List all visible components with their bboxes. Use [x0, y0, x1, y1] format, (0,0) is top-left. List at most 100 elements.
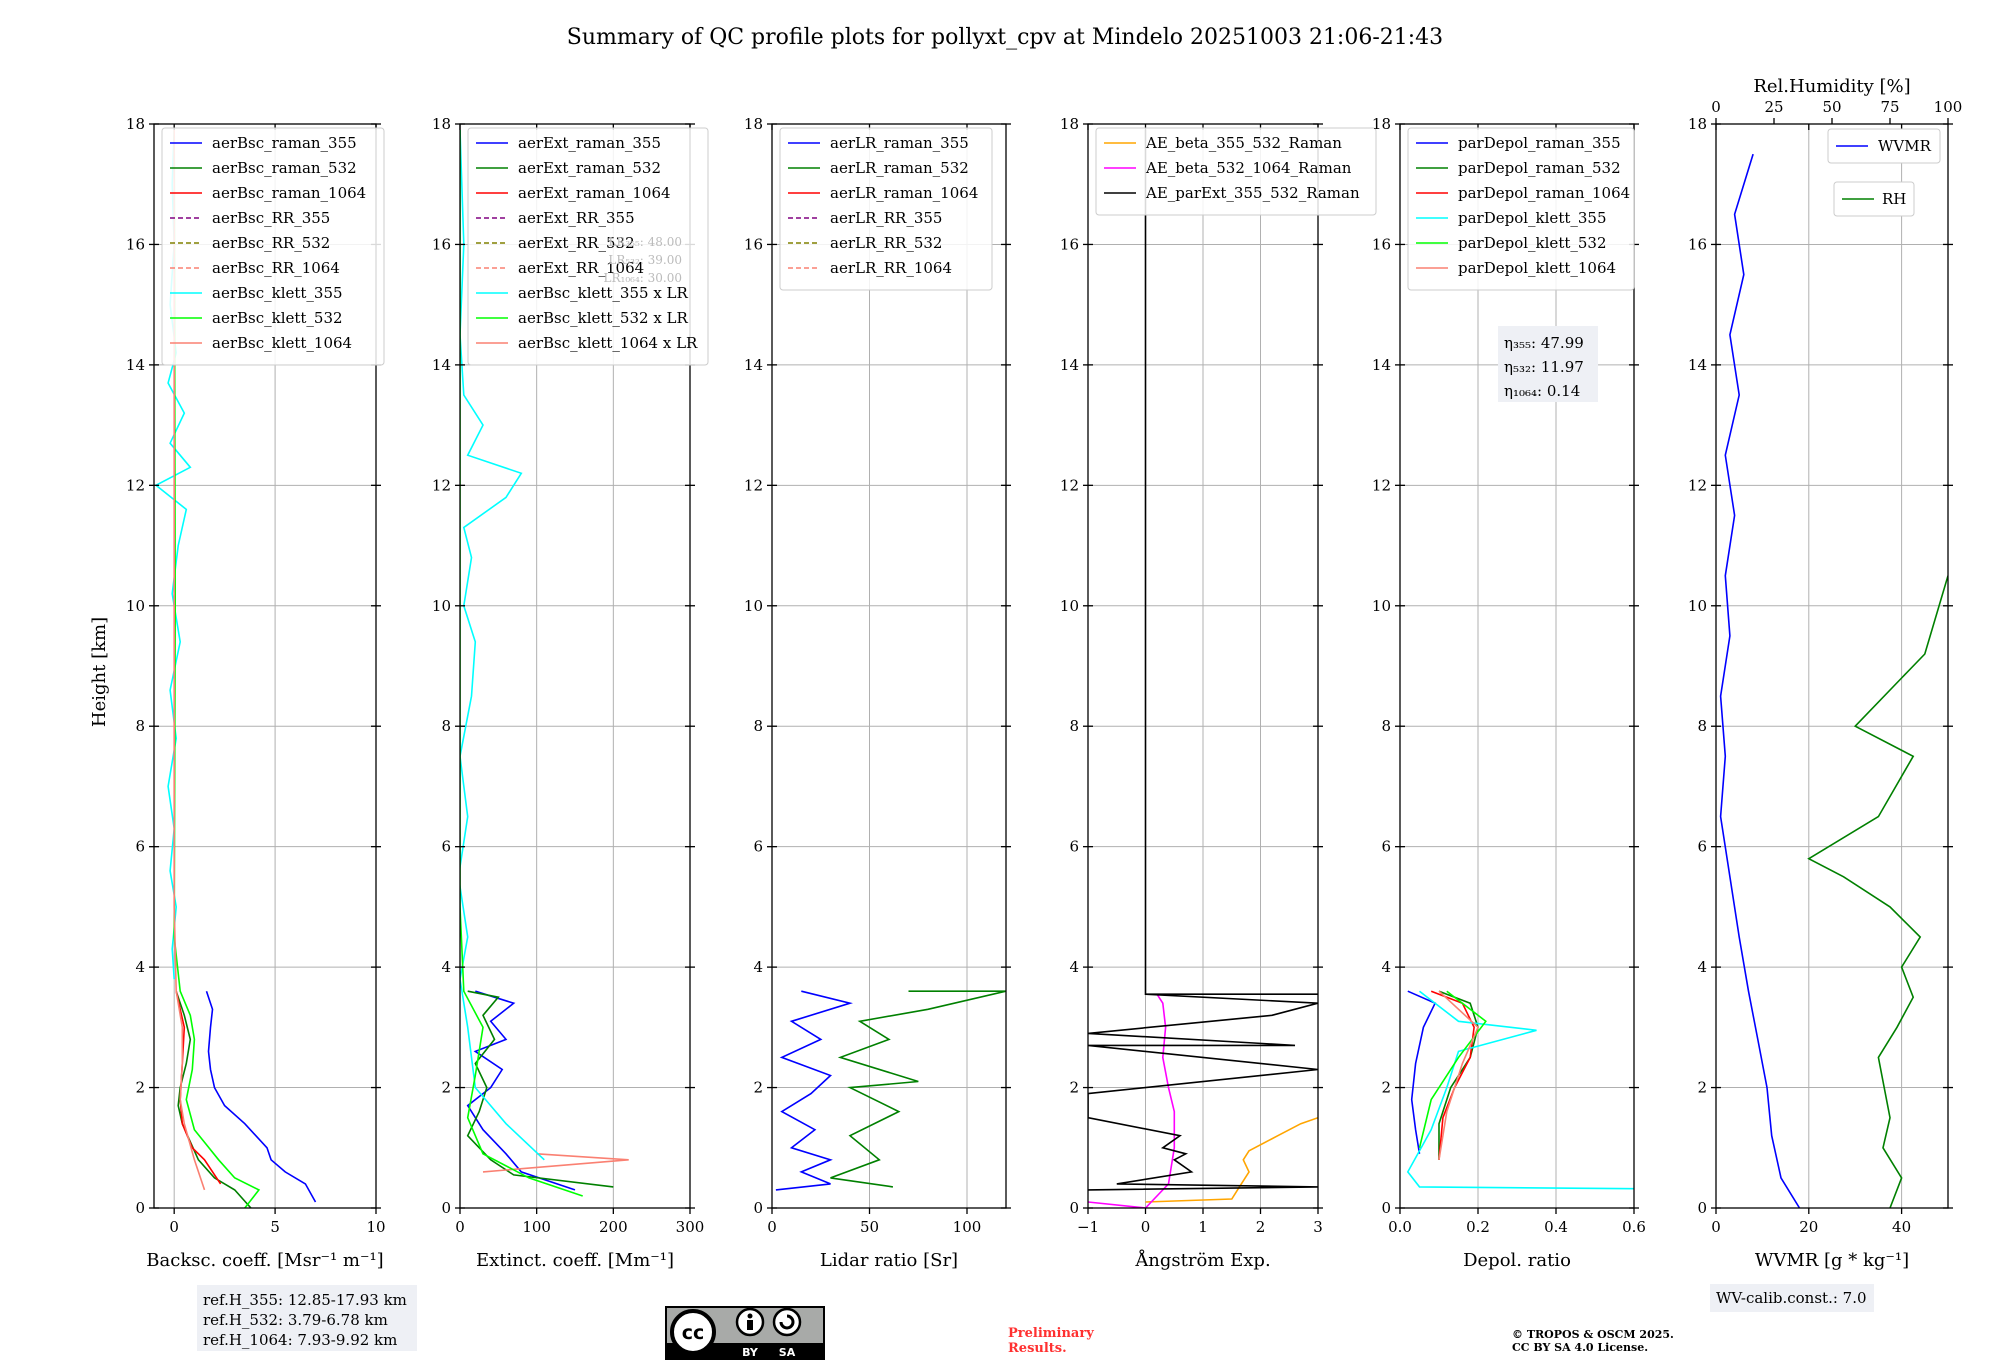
y-tick-label: 10 — [432, 597, 451, 615]
axes-frame-lr — [771, 123, 1007, 1209]
legend-entry: aerBsc_klett_532 — [212, 309, 343, 327]
y-tick-label: 14 — [126, 356, 145, 374]
x-tick-label: 0 — [455, 1218, 465, 1236]
y-tick-label: 6 — [753, 838, 763, 856]
x-tick-label: 100 — [953, 1218, 982, 1236]
x-tick-label: 0.0 — [1388, 1218, 1412, 1236]
y-tick-label: 10 — [1688, 597, 1707, 615]
y-tick-label: 8 — [753, 717, 763, 735]
y-tick-label: 12 — [432, 476, 451, 494]
y-tick-label: 0 — [1069, 1199, 1079, 1217]
y-tick-label: 16 — [1688, 235, 1707, 253]
y-tick-label: 18 — [744, 115, 763, 133]
x-tick-label: 100 — [522, 1218, 551, 1236]
top-tick-label: 0 — [1711, 98, 1721, 116]
y-tick-label: 12 — [744, 476, 763, 494]
y-tick-label: 6 — [1069, 838, 1079, 856]
legend-entry: parDepol_klett_355 — [1458, 209, 1607, 227]
series-line-AE_beta_532_1064_Raman — [1088, 993, 1176, 1208]
legend-entry-wvmr: WVMR — [1878, 137, 1932, 155]
top-axis-label: Rel.Humidity [%] — [1753, 76, 1910, 97]
x-tick-label: 0 — [1141, 1218, 1151, 1236]
y-tick-label: 8 — [441, 717, 451, 735]
y-tick-label: 8 — [1069, 717, 1079, 735]
legend-entry: aerExt_RR_1064 — [518, 259, 644, 277]
axes-frame-ext — [459, 123, 691, 1209]
footer: ref.H_355: 12.85-17.93 km ref.H_532: 3.7… — [197, 1284, 1874, 1360]
x-tick-label: 0.6 — [1622, 1218, 1646, 1236]
legend-entry-rh: RH — [1882, 190, 1906, 208]
legend-entry: AE_beta_355_532_Raman — [1145, 134, 1342, 152]
series-line-aerExt_raman_355 — [466, 990, 576, 1191]
x-tick-label: 10 — [366, 1218, 385, 1236]
y-tick-label: 14 — [1688, 356, 1707, 374]
y-tick-label: 6 — [441, 838, 451, 856]
series-line-WVMR — [1719, 153, 1801, 1208]
y-tick-label: 2 — [1697, 1079, 1707, 1097]
legend-entry: aerBsc_klett_355 x LR — [518, 284, 689, 302]
y-tick-label: 2 — [1381, 1079, 1391, 1097]
y-tick-label: 10 — [1060, 597, 1079, 615]
series-line-AE_parExt_355_532_Raman — [1088, 130, 1318, 1191]
legend-entry: aerExt_raman_355 — [518, 134, 661, 152]
y-tick-label: 0 — [135, 1199, 145, 1217]
y-tick-label: 10 — [744, 597, 763, 615]
y-tick-label: 4 — [1069, 958, 1079, 976]
cc-icon-text: cc — [682, 1322, 705, 1344]
y-tick-label: 2 — [753, 1079, 763, 1097]
by-icon-head — [747, 1313, 753, 1319]
legend-entry: parDepol_raman_532 — [1458, 159, 1621, 177]
legend-entry: aerExt_RR_532 — [518, 234, 635, 252]
y-tick-label: 8 — [1697, 717, 1707, 735]
series-line-AE_beta_355_532_Raman — [1145, 1116, 1318, 1203]
series-group-ext — [460, 129, 629, 1197]
legend-entry: aerBsc_klett_532 x LR — [518, 309, 689, 327]
panel-depol: 0 2 4 6 8 10 12 14 16 18 0.0 0.2 0.4 0.6 Depol. ratio p… — [1372, 115, 1646, 1271]
series-group-wv — [1719, 153, 1948, 1208]
y-tick-label: 12 — [126, 476, 145, 494]
x-tick-label: 50 — [860, 1218, 879, 1236]
lr-note: LR₁₀₆₄: 30.00 — [604, 271, 682, 285]
preliminary-line-2: Results. — [1008, 1341, 1067, 1356]
series-line-aerBsc_raman_355 — [205, 990, 317, 1203]
lr-note: LR₅₃₂: 39.00 — [608, 253, 682, 267]
legend-entry: parDepol_raman_355 — [1458, 134, 1621, 152]
legend-box-bsc — [161, 127, 385, 366]
legend-entry: aerLR_RR_532 — [830, 234, 942, 252]
y-tick-label: 10 — [1372, 597, 1391, 615]
y-tick-label: 18 — [1688, 115, 1707, 133]
x-tick-label: 1 — [1198, 1218, 1208, 1236]
x-tick-label: 200 — [599, 1218, 628, 1236]
axes-frame-bsc — [153, 123, 377, 1209]
y-tick-label: 18 — [1060, 115, 1079, 133]
y-tick-label: 2 — [135, 1079, 145, 1097]
copyright-line-1: © TROPOS & OSCM 2025. — [1512, 1328, 1674, 1341]
legend-entry: aerBsc_raman_355 — [212, 134, 357, 152]
cc-icon — [670, 1309, 716, 1355]
ref-height-1064: ref.H_1064: 7.93-9.92 km — [203, 1331, 397, 1349]
y-tick-label: 14 — [432, 356, 451, 374]
y-tick-label: 0 — [753, 1199, 763, 1217]
y-tick-label: 16 — [1060, 235, 1079, 253]
y-tick-label: 6 — [1697, 838, 1707, 856]
series-group-lr — [775, 990, 1006, 1191]
legend-entry: aerLR_raman_355 — [830, 134, 969, 152]
legend-box-ae — [1095, 127, 1377, 216]
x-tick-label: 300 — [676, 1218, 705, 1236]
legend-box-ext — [467, 127, 709, 366]
series-line-parDepol_klett_1064 — [1438, 990, 1479, 1160]
legend-entry: aerLR_RR_355 — [830, 209, 942, 227]
by-icon-body — [747, 1320, 753, 1330]
eta-note-box — [1498, 326, 1598, 402]
y-tick-label: 14 — [744, 356, 763, 374]
series-line-parDepol_klett_532 — [1418, 990, 1487, 1148]
x-axis-label-bsc: Backsc. coeff. [Msr⁻¹ m⁻¹] — [146, 1250, 383, 1271]
y-tick-label: 2 — [1069, 1079, 1079, 1097]
sa-label: SA — [779, 1346, 796, 1359]
legend-entry: aerBsc_RR_355 — [212, 209, 330, 227]
y-tick-label: 4 — [441, 958, 451, 976]
